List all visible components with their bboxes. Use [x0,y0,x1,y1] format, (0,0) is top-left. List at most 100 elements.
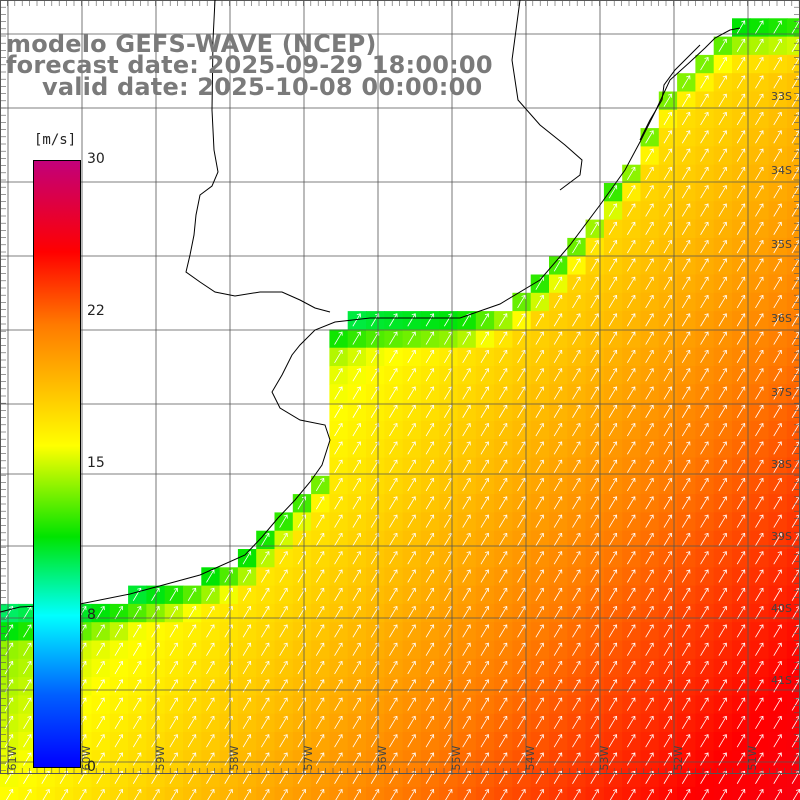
wind-cell [603,274,623,294]
wind-arrow [389,459,398,473]
wind-arrow [718,606,727,620]
wind-cell [677,786,696,800]
wind-arrow [517,349,526,364]
wind-cell [677,201,696,221]
wind-arrow [681,111,691,126]
wind-arrow [681,569,691,583]
wind-cell [786,36,800,56]
wind-cell [603,750,623,770]
wind-arrow [736,203,746,217]
wind-arrow [736,660,746,675]
wind-cell [164,677,184,696]
wind-arrow [755,697,764,711]
wind-cell [329,640,349,660]
wind-arrow [407,752,416,766]
wind-arrow [700,697,709,711]
wind-arrow [535,404,544,418]
wind-arrow [700,221,709,235]
wind-arrow [773,221,782,235]
wind-arrow [535,734,544,748]
wind-cell [292,567,312,587]
wind-cell [622,219,642,239]
wind-arrow [718,459,727,473]
wind-arrow [718,642,727,656]
wind-cell [475,640,495,660]
wind-arrow [773,606,782,620]
wind-cell [750,732,770,751]
wind-cell [0,732,19,751]
wind-cell [274,640,294,660]
wind-arrow [389,441,398,455]
lat-label: 35S [771,238,792,251]
wind-cell [603,549,623,568]
wind-arrow [315,624,325,638]
wind-arrow [663,404,673,418]
wind-cell [768,567,788,587]
wind-cell [622,329,642,349]
wind-cell [366,347,385,367]
wind-cell [585,292,605,312]
wind-arrow [279,532,288,547]
wind-arrow [755,38,764,52]
wind-cell [732,366,751,385]
wind-cell [475,549,495,568]
wind-arrow [407,642,416,656]
wind-cell [311,640,330,660]
wind-arrow [23,660,32,675]
wind-arrow [681,386,691,400]
wind-cell [512,549,532,568]
wind-cell [750,219,770,239]
wind-arrow [572,331,581,345]
wind-cell [695,420,715,440]
wind-cell [54,768,74,788]
wind-arrow [700,752,709,766]
wind-cell [585,494,605,513]
wind-arrow [645,514,654,528]
wind-arrow [96,715,105,730]
wind-cell [311,567,330,587]
wind-arrow [608,477,618,492]
wind-arrow [736,221,746,235]
wind-arrow [608,441,618,455]
wind-arrow [700,734,709,748]
lon-label: 60W [80,745,93,770]
wind-arrow [718,185,727,199]
wind-arrow [370,606,380,620]
wind-arrow [425,331,435,345]
wind-cell [677,439,696,459]
wind-cell [256,549,276,568]
wind-cell [585,530,605,550]
wind-arrow [425,752,435,766]
wind-arrow [663,203,673,217]
wind-cell [256,567,276,587]
wind-arrow [773,477,782,492]
wind-cell [603,695,623,715]
wind-cell [695,384,715,404]
wind-arrow [773,386,782,400]
wind-arrow [352,715,361,730]
lon-label: 58W [228,745,241,770]
wind-arrow [663,386,673,400]
wind-cell [695,786,715,800]
wind-cell [585,311,605,330]
wind-cell [567,457,587,477]
wind-arrow [370,496,380,510]
wind-cell [366,622,385,642]
wind-cell [439,512,459,532]
wind-arrow [389,752,398,766]
wind-cell [768,750,788,770]
wind-arrow [663,496,673,510]
wind-arrow [755,624,764,638]
wind-arrow [187,624,197,638]
wind-cell [695,164,715,184]
wind-cell [274,713,294,733]
wind-cell [530,475,550,495]
wind-arrow [425,624,435,638]
wind-cell [695,549,715,568]
wind-arrow [572,477,581,492]
wind-cell [164,768,184,788]
wind-cell [732,256,751,276]
wind-arrow [389,331,398,345]
wind-cell [658,109,678,129]
wind-arrow [755,532,764,547]
